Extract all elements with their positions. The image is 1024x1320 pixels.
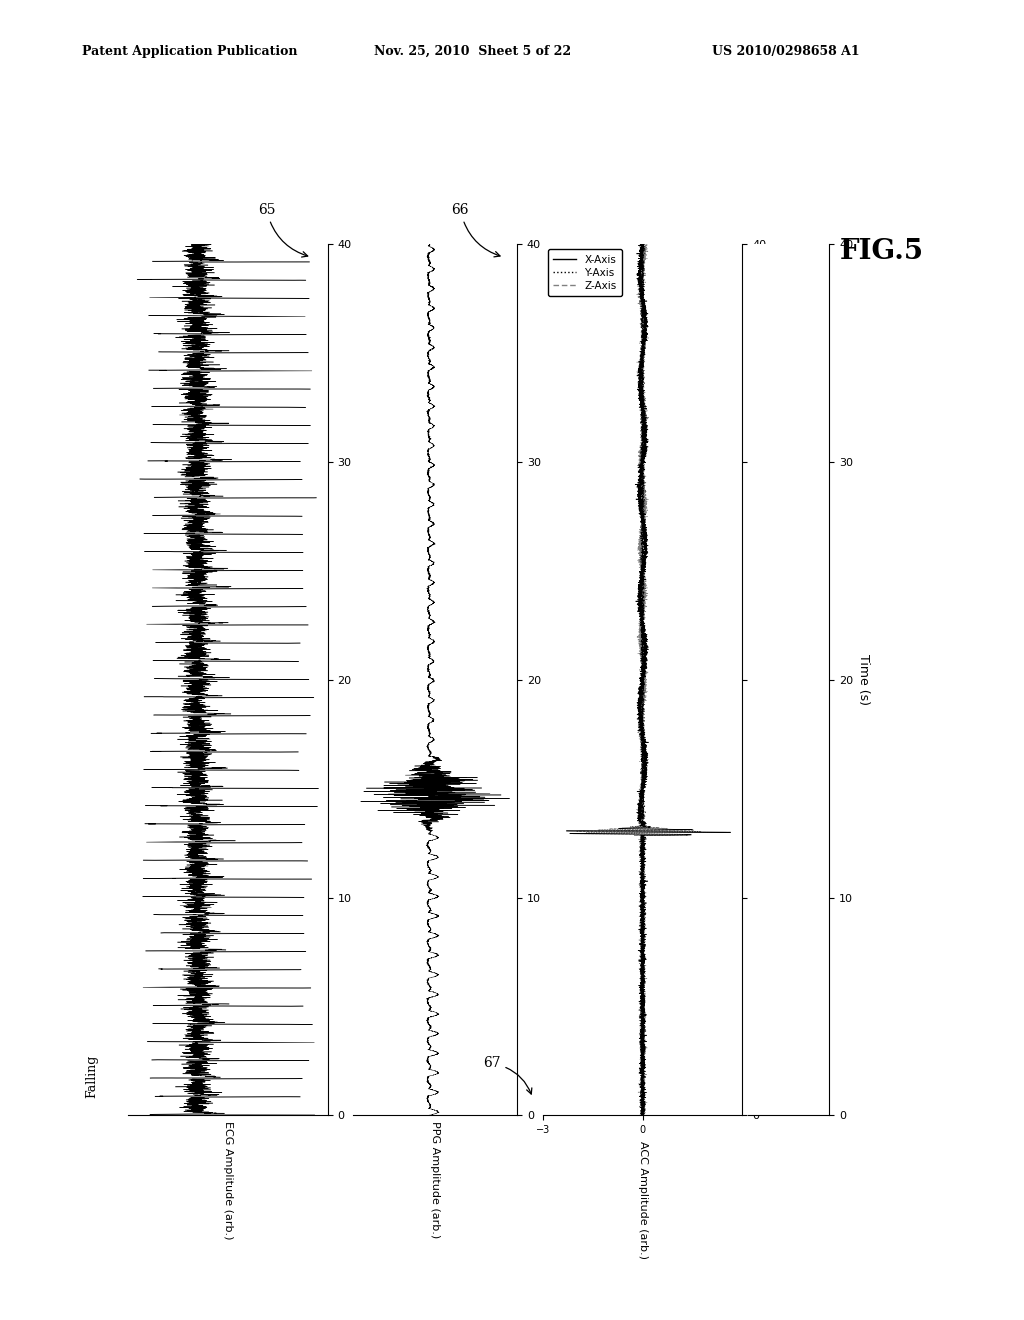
X-Axis <box>637 414 649 430</box>
Z-Axis <box>635 1107 647 1123</box>
Z-Axis <box>635 554 647 570</box>
Z-Axis <box>638 414 650 430</box>
Y-Axis <box>636 1064 648 1080</box>
Y-Axis <box>637 591 649 607</box>
X-Axis <box>636 236 648 252</box>
Y-Axis <box>638 792 650 808</box>
X-Axis <box>637 554 649 570</box>
X-axis label: PPG Amplitude (arb.): PPG Amplitude (arb.) <box>430 1121 440 1238</box>
Z-Axis <box>635 1064 647 1080</box>
Z-Axis <box>639 591 651 607</box>
Y-Axis <box>636 462 648 478</box>
Text: Patent Application Publication: Patent Application Publication <box>82 45 297 58</box>
Z-Axis <box>637 236 649 252</box>
X-Axis <box>639 1107 651 1123</box>
X-Axis <box>634 1064 646 1080</box>
Line: Z-Axis: Z-Axis <box>577 244 715 1115</box>
Text: US 2010/0298658 A1: US 2010/0298658 A1 <box>712 45 859 58</box>
Line: X-Axis: X-Axis <box>566 244 731 1115</box>
X-Axis <box>636 462 648 478</box>
X-axis label: ACC Amplitude (arb.): ACC Amplitude (arb.) <box>638 1140 647 1259</box>
Text: FIG.5: FIG.5 <box>840 238 924 264</box>
Legend: X-Axis, Y-Axis, Z-Axis: X-Axis, Y-Axis, Z-Axis <box>548 249 622 296</box>
Text: Nov. 25, 2010  Sheet 5 of 22: Nov. 25, 2010 Sheet 5 of 22 <box>374 45 571 58</box>
Z-Axis <box>634 462 646 478</box>
X-Axis <box>632 591 644 607</box>
Text: 65: 65 <box>258 203 307 257</box>
Text: 66: 66 <box>452 203 500 257</box>
Y-Axis <box>637 1107 649 1123</box>
Y-Axis <box>636 554 648 570</box>
Text: Falling: Falling <box>86 1055 98 1098</box>
Line: Y-Axis: Y-Axis <box>586 244 700 1115</box>
Y-Axis <box>635 414 647 430</box>
Text: 67: 67 <box>483 1056 531 1094</box>
Y-Axis <box>636 236 648 252</box>
Z-Axis <box>635 792 647 808</box>
X-axis label: ECG Amplitude (arb.): ECG Amplitude (arb.) <box>223 1121 232 1239</box>
X-Axis <box>635 792 647 808</box>
Y-axis label: Time (s): Time (s) <box>857 655 870 705</box>
